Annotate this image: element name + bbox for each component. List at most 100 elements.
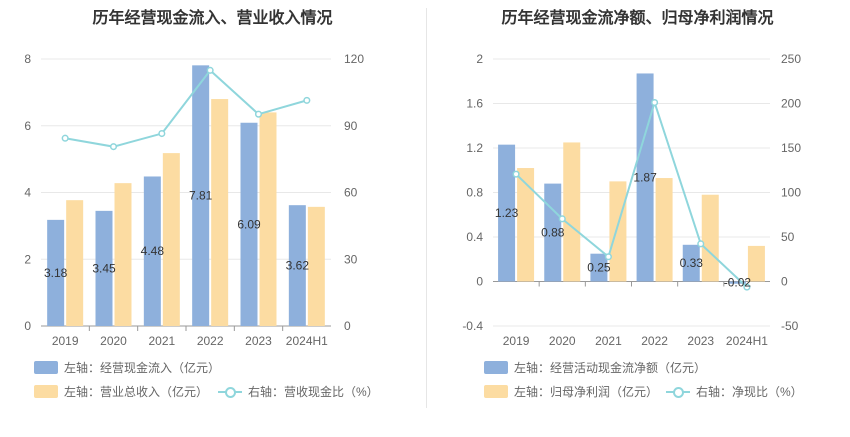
y-axis-right-tick-label: 250 [781, 52, 801, 66]
y-axis-right-tick-label: 50 [781, 230, 795, 244]
legend-item-ratio[interactable]: 右轴：净现比（%） [666, 383, 803, 400]
bar-data-label: 0.25 [587, 261, 611, 275]
ratio-point [604, 253, 612, 261]
x-axis-tick-label: 2021 [595, 334, 622, 348]
bar-yellow [259, 112, 277, 327]
chart-title: 历年经营现金流净额、归母净利润情况 [501, 10, 774, 27]
y-axis-right-tick-label: 120 [344, 52, 364, 66]
left-chart-panel: 历年经营现金流入、营业收入情况 0 2 4 6 8 0 30 60 90 120 2019 2020 2… [24, 10, 379, 400]
bar-data-label: 1.87 [633, 170, 657, 184]
bar-data-label: 3.45 [92, 261, 116, 275]
y-axis-left-tick-label: 0 [24, 319, 31, 333]
legend-item-net-cash[interactable]: 左轴：经营活动现金流净额（亿元） [484, 359, 706, 376]
y-axis-right-tick-label: 0 [781, 275, 788, 289]
legend-item-net-profit[interactable]: 左轴：归母净利润（亿元） [484, 383, 658, 400]
bar-yellow [609, 181, 627, 282]
y-axis-right-tick-label: -50 [781, 319, 799, 333]
y-axis-right-tick-label: 60 [344, 186, 358, 200]
bar-data-label: 7.81 [189, 189, 213, 203]
ratio-point [743, 283, 751, 291]
legend-item-cash-inflow[interactable]: 左轴：经营现金流入（亿元） [34, 359, 220, 376]
right-chart-panel: 历年经营现金流净额、归母净利润情况 -0.4 0 0.4 0.8 1.2 1.6 2 -50 0… [425, 0, 850, 437]
x-axis-tick-label: 2022 [197, 334, 224, 348]
x-axis-tick-label: 2020 [100, 334, 127, 348]
legend-label: 右轴：营收现金比（%） [248, 385, 379, 399]
ratio-point [206, 66, 214, 74]
ratio-line [515, 99, 748, 288]
legend-swatch-line [218, 385, 242, 398]
y-axis-left-tick-label: 0.8 [466, 186, 483, 200]
bar-blue [47, 219, 65, 326]
y-axis-right-tick-label: 100 [781, 186, 801, 200]
bar-yellow [211, 99, 229, 326]
legend-swatch-yellow-bar [484, 385, 508, 398]
bar-data-label: -0.02 [724, 276, 752, 290]
bar-blue [240, 122, 258, 326]
legend-swatch-yellow-bar [34, 385, 58, 398]
legend-swatch-blue-bar [34, 361, 58, 374]
x-axis-tick-label: 2021 [148, 334, 175, 348]
bar-blue [544, 183, 562, 282]
ratio-point [651, 98, 659, 107]
x-axis-tick-label: 2023 [245, 334, 272, 348]
panel-divider [426, 8, 427, 408]
legend-item-revenue[interactable]: 左轴：营业总收入（亿元） [34, 383, 208, 400]
bar-blue [682, 244, 700, 282]
bar-data-label: 3.62 [286, 259, 310, 273]
bar-data-label: 0.33 [680, 256, 704, 270]
bar-yellow [66, 200, 84, 326]
ratio-point [303, 96, 311, 104]
legend-label: 左轴：经营活动现金流净额（亿元） [514, 361, 707, 375]
ratio-point [558, 215, 566, 223]
y-axis-right-tick-label: 150 [781, 141, 801, 155]
x-axis-tick-label: 2020 [549, 334, 576, 348]
y-axis-left-tick-label: 2 [476, 52, 483, 66]
left-chart-svg: 0 2 4 6 8 0 30 60 90 120 2019 2020 2021 2022 2023 2024H… [24, 52, 364, 348]
bar-blue [95, 210, 113, 326]
bar-blue [192, 65, 210, 326]
legend-label: 左轴：归母净利润（亿元） [514, 385, 659, 399]
y-axis-right-tick-label: 200 [781, 97, 801, 111]
bar-yellow [162, 153, 180, 326]
bar-yellow [114, 183, 132, 326]
bar-data-label: 4.48 [141, 244, 165, 258]
bar-yellow [563, 142, 581, 282]
y-axis-left-tick-label: 1.6 [466, 97, 483, 111]
bar-blue [498, 144, 516, 282]
y-axis-left-tick-label: 8 [24, 52, 31, 66]
bar-blue [143, 176, 161, 326]
y-axis-left-tick-label: -0.4 [462, 319, 483, 333]
y-axis-left-tick-label: 1.2 [466, 141, 483, 155]
bar-yellow [517, 168, 535, 282]
ratio-point [61, 134, 69, 142]
right-chart-svg: -0.4 0 0.4 0.8 1.2 1.6 2 -50 0 50 100 150 200 250 2019… [462, 52, 801, 348]
bar-data-label: 0.88 [541, 226, 565, 240]
bar-yellow [701, 194, 719, 282]
ratio-point [697, 240, 705, 248]
bar-yellow [747, 245, 765, 282]
y-axis-right-tick-label: 0 [344, 319, 351, 333]
y-axis-left-tick-label: 0.4 [466, 230, 483, 244]
legend-swatch-line [666, 385, 690, 398]
y-axis-left-tick-label: 0 [476, 275, 483, 289]
legend-swatch-blue-bar [484, 361, 508, 374]
ratio-line [64, 68, 308, 148]
ratio-point [254, 110, 263, 118]
legend-label: 右轴：净现比（%） [696, 385, 803, 399]
bar-yellow [307, 206, 325, 326]
ratio-point [512, 170, 520, 178]
x-axis-tick-label: 2019 [503, 334, 530, 348]
bar-data-label: 6.09 [237, 217, 261, 231]
legend-item-ratio[interactable]: 右轴：营收现金比（%） [218, 383, 379, 400]
x-axis-tick-label: 2023 [687, 334, 714, 348]
x-axis-tick-label: 2022 [641, 334, 668, 348]
y-axis-right-tick-label: 30 [344, 252, 358, 266]
bar-data-label: 3.18 [44, 266, 68, 280]
y-axis-left-tick-label: 2 [24, 252, 31, 266]
y-axis-left-tick-label: 4 [24, 186, 31, 200]
bar-blue [590, 253, 608, 282]
ratio-point [158, 129, 166, 138]
bar-blue [728, 281, 746, 284]
bar-blue [288, 205, 306, 326]
legend-label: 左轴：营业总收入（亿元） [64, 385, 209, 399]
